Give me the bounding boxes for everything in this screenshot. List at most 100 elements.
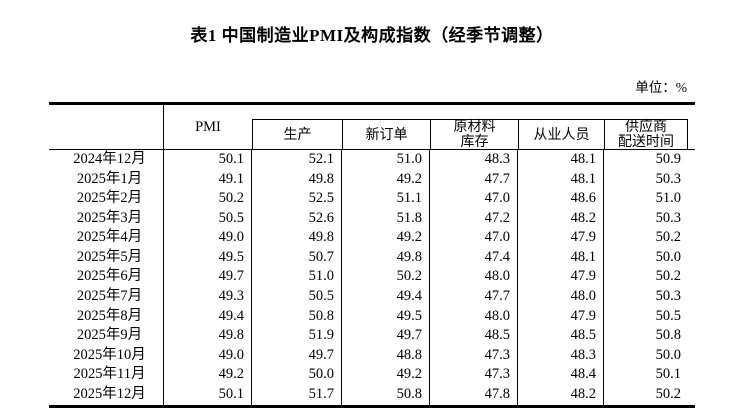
value-cell: 49.8	[252, 228, 342, 248]
table-row: 2025年4月 49.0 49.8 49.2 47.0 47.9 50.2	[49, 228, 695, 248]
row-spacer	[688, 248, 695, 268]
table-row: 2025年6月 49.7 51.0 50.2 48.0 47.9 50.2	[49, 267, 695, 288]
value-cell: 50.5	[655, 307, 681, 324]
row-spacer	[688, 385, 695, 405]
value-cell: 48.3	[430, 150, 518, 170]
value-cell: 49.3	[164, 287, 252, 307]
table-row: 2025年3月 50.5 52.6 51.8 47.2 48.2 50.3	[49, 208, 695, 229]
value-cell: 48.2	[518, 208, 604, 229]
value-cell: 49.0	[164, 345, 252, 366]
row-spacer	[688, 209, 695, 229]
value-cell: 51.9	[252, 326, 342, 346]
value-cell: 50.8	[252, 306, 342, 327]
value-cell: 49.2	[164, 365, 252, 385]
value-cell: 48.5	[518, 326, 604, 346]
value-cell: 49.2	[342, 169, 430, 190]
value-cell: 51.1	[342, 189, 430, 209]
column-header-raw-materials: 原材料 库存	[430, 120, 518, 150]
value-cell: 48.0	[430, 306, 518, 327]
value-cell: 52.5	[252, 189, 342, 209]
table-row: 2025年11月 49.2 50.0 49.2 47.3 48.4 50.1	[49, 365, 695, 385]
value-cell: 49.4	[342, 287, 430, 307]
value-cell: 47.7	[430, 287, 518, 307]
column-header-pmi: PMI	[195, 118, 221, 135]
value-cell: 49.8	[164, 326, 252, 346]
value-cell: 47.7	[430, 169, 518, 190]
table-row: 2025年1月 49.1 49.8 49.2 47.7 48.1 50.3	[49, 169, 695, 190]
value-cell: 50.0	[252, 365, 342, 385]
value-cell: 48.1	[518, 150, 604, 170]
table-row: 2025年10月 49.0 49.7 48.8 47.3 48.3 50.0	[49, 345, 695, 366]
value-cell: 47.9	[518, 228, 604, 248]
row-spacer	[688, 326, 695, 346]
value-cell: 49.1	[164, 169, 252, 190]
value-cell: 49.7	[342, 326, 430, 346]
table-row: 2025年2月 50.2 52.5 51.1 47.0 48.6 51.0	[49, 189, 695, 209]
value-cell: 48.5	[430, 326, 518, 346]
month-cell: 2025年4月	[49, 228, 164, 248]
value-cell: 50.3	[655, 170, 681, 187]
pmi-table: PMI 生产 新订单 原材料 库存 从业人员 供应商 配送时间 2024年12月…	[49, 102, 695, 408]
row-spacer	[688, 287, 695, 307]
value-cell: 47.2	[430, 208, 518, 229]
value-cell: 51.7	[252, 384, 342, 405]
value-cell: 47.9	[518, 267, 604, 288]
column-header-new-orders: 新订单	[342, 120, 430, 150]
value-cell: 49.0	[164, 228, 252, 248]
value-cell: 50.1	[164, 150, 252, 170]
header-spacer	[688, 105, 695, 149]
table-row: 2025年8月 49.4 50.8 49.5 48.0 47.9 50.5	[49, 306, 695, 327]
table-row: 2024年12月 50.1 52.1 51.0 48.3 48.1 50.9	[49, 150, 695, 170]
table-row: 2025年5月 49.5 50.7 49.8 47.4 48.1 50.0	[49, 247, 695, 268]
month-cell: 2025年3月	[49, 208, 164, 229]
value-cell: 48.8	[342, 345, 430, 366]
value-cell: 47.0	[430, 228, 518, 248]
value-cell: 49.8	[252, 169, 342, 190]
month-cell: 2025年8月	[49, 306, 164, 327]
unit-label: 单位：%	[635, 80, 687, 95]
table-row: 2025年9月 49.8 51.9 49.7 48.5 48.5 50.8	[49, 326, 695, 346]
value-cell: 50.1	[655, 366, 681, 383]
month-cell: 2025年5月	[49, 247, 164, 268]
value-cell: 50.3	[655, 209, 681, 226]
table-body: 2024年12月 50.1 52.1 51.0 48.3 48.1 50.9 2…	[49, 150, 695, 405]
row-spacer	[688, 150, 695, 170]
value-cell: 50.5	[252, 287, 342, 307]
row-spacer	[688, 170, 695, 190]
value-cell: 48.6	[518, 189, 604, 209]
row-spacer	[688, 228, 695, 248]
column-header-production: 生产	[283, 127, 312, 143]
value-cell: 50.5	[164, 208, 252, 229]
value-cell: 49.5	[164, 247, 252, 268]
value-cell: 48.4	[518, 365, 604, 385]
month-cell: 2025年2月	[49, 189, 164, 209]
value-cell: 47.4	[430, 247, 518, 268]
month-cell: 2025年7月	[49, 287, 164, 307]
month-cell: 2025年6月	[49, 267, 164, 288]
sub-header-box: 生产 新订单 原材料 库存 从业人员 供应商 配送时间	[252, 119, 688, 150]
column-header-supplier-delivery: 供应商 配送时间	[604, 120, 687, 150]
value-cell: 47.3	[430, 345, 518, 366]
month-cell: 2025年12月	[49, 384, 164, 405]
value-cell: 50.0	[655, 248, 681, 265]
value-cell: 51.0	[655, 190, 681, 207]
value-cell: 51.0	[252, 267, 342, 288]
value-cell: 50.2	[164, 189, 252, 209]
row-spacer	[688, 307, 695, 327]
value-cell: 49.2	[342, 365, 430, 385]
row-spacer	[688, 267, 695, 287]
value-cell: 50.2	[342, 267, 430, 288]
value-cell: 48.3	[518, 345, 604, 366]
corner-cell	[49, 105, 164, 149]
value-cell: 50.9	[655, 151, 681, 167]
value-cell: 48.2	[518, 384, 604, 405]
value-cell: 50.2	[655, 385, 681, 402]
value-cell: 48.1	[518, 169, 604, 190]
value-cell: 48.0	[518, 287, 604, 307]
value-cell: 49.5	[342, 306, 430, 327]
month-cell: 2024年12月	[49, 150, 164, 170]
row-spacer	[688, 365, 695, 385]
value-cell: 49.4	[164, 306, 252, 327]
value-cell: 47.9	[518, 306, 604, 327]
month-cell: 2025年10月	[49, 345, 164, 366]
